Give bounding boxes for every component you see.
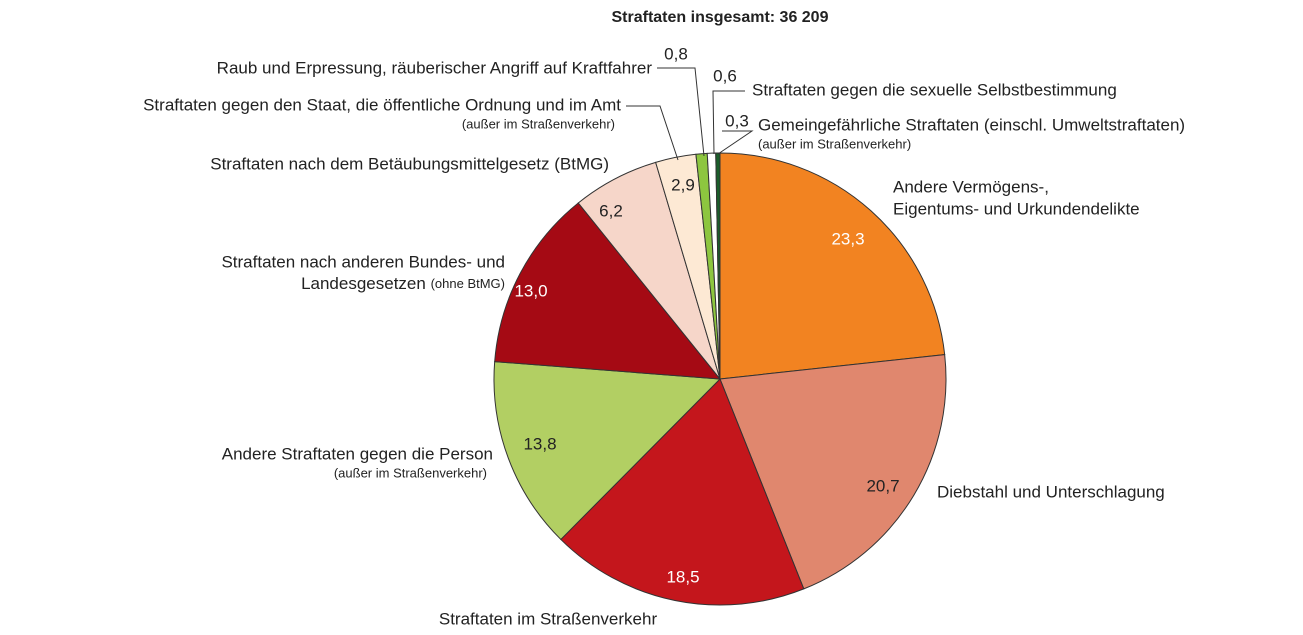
value-label: 6,2: [599, 201, 623, 220]
pie-slice: [493, 361, 722, 541]
category-note: (außer im Straßenverkehr): [462, 116, 615, 131]
pie-slice: [560, 378, 805, 606]
category-label-line: Landesgesetzen: [301, 274, 426, 293]
category-label: Eigentums- und Urkundendelikte: [893, 199, 1140, 218]
category-label: Landesgesetzen (ohne BtMG): [301, 274, 505, 293]
value-label: 13,0: [514, 281, 547, 300]
pie-slice: [719, 354, 947, 590]
value-label: 2,9: [671, 175, 695, 194]
category-label: Straftaten nach dem Betäubungsmittelgese…: [210, 154, 609, 173]
leader-line: [717, 130, 754, 155]
pie-slice: [494, 202, 722, 380]
leader-line: [712, 90, 745, 155]
value-label: 18,5: [666, 567, 699, 586]
value-label: 0,6: [713, 66, 737, 85]
leader-line: [657, 67, 705, 157]
category-label: Andere Vermögens-,: [893, 177, 1049, 196]
category-note: (ohne BtMG): [431, 276, 505, 291]
value-label: 0,3: [725, 111, 749, 130]
leader-line: [626, 105, 679, 161]
category-label: Raub und Erpressung, räuberischer Angrif…: [217, 58, 653, 77]
category-label: Straftaten nach anderen Bundes- und: [221, 252, 505, 271]
value-label: 13,8: [523, 434, 556, 453]
value-label: 23,3: [831, 229, 864, 248]
category-label: Gemeingefährliche Straftaten (einschl. U…: [758, 115, 1185, 134]
category-label: Andere Straftaten gegen die Person: [222, 444, 493, 463]
category-note: (außer im Straßenverkehr): [334, 465, 487, 480]
value-label: 0,8: [664, 44, 688, 63]
value-label: 20,7: [866, 476, 899, 495]
category-note: (außer im Straßenverkehr): [758, 136, 911, 151]
category-label: Straftaten gegen die sexuelle Selbstbest…: [752, 80, 1117, 99]
category-label: Diebstahl und Unterschlagung: [937, 482, 1165, 501]
pie-slice: [719, 152, 946, 380]
category-label: Straftaten im Straßenverkehr: [439, 609, 658, 628]
chart-title: Straftaten insgesamt: 36 209: [612, 9, 829, 26]
category-label: Straftaten gegen den Staat, die öffentli…: [143, 95, 621, 114]
